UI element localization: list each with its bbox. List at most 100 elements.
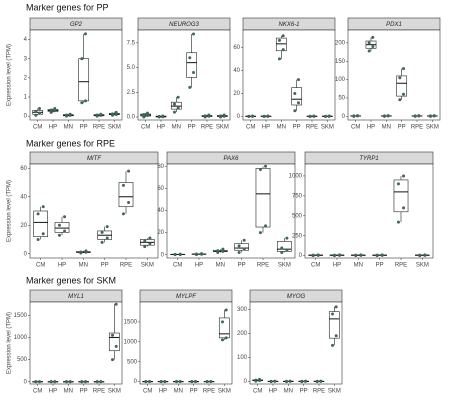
x-tick-label: PP (188, 125, 196, 131)
x-tick-label: SKM (321, 125, 334, 131)
data-point (258, 377, 262, 381)
panel-title: MITF (87, 156, 101, 162)
data-point (402, 206, 406, 210)
data-point (38, 111, 42, 115)
data-point (284, 379, 288, 383)
data-point (68, 380, 72, 384)
data-point (417, 114, 421, 118)
data-point (300, 379, 304, 383)
data-point (242, 247, 246, 251)
y-tick-label: 100 (335, 77, 346, 83)
y-tick-label: 50 (338, 96, 345, 102)
box (291, 87, 303, 106)
x-tick-label: CM (173, 263, 182, 269)
data-point (418, 253, 422, 257)
x-tick-label: CM (33, 389, 42, 395)
data-point (334, 334, 338, 338)
panel-title: GP2 (70, 22, 83, 28)
data-point (36, 237, 40, 241)
y-axis-label: Expression level (TPM) (7, 180, 13, 242)
panel-title: PAX6 (224, 156, 240, 162)
y-tick-label: 500 (17, 357, 28, 363)
data-point (327, 114, 331, 118)
y-tick-label: 300 (237, 307, 248, 313)
data-point (352, 114, 356, 118)
data-point (53, 380, 57, 384)
data-point (143, 245, 147, 249)
data-point (386, 114, 390, 118)
box (218, 317, 230, 339)
panel-frame (347, 29, 441, 121)
data-point (173, 252, 177, 256)
data-point (36, 212, 40, 216)
data-point (207, 113, 211, 117)
data-point (354, 253, 358, 257)
y-tick-label: 2 (24, 75, 28, 81)
data-point (63, 215, 67, 219)
data-point (224, 308, 228, 312)
data-point (398, 98, 402, 102)
data-point (80, 380, 84, 384)
x-tick-label: PP (300, 389, 308, 395)
x-tick-label: PP (190, 389, 198, 395)
data-point (251, 114, 255, 118)
data-point (396, 220, 400, 224)
y-tick-label: 750 (292, 193, 303, 199)
x-tick-label: MN (382, 125, 391, 131)
y-tick-label: 0 (244, 379, 248, 385)
data-point (114, 302, 118, 306)
data-point (334, 305, 338, 309)
data-point (194, 379, 198, 383)
data-point (114, 112, 118, 116)
data-point (297, 78, 301, 82)
data-point (242, 238, 246, 242)
box (186, 52, 198, 78)
data-point (57, 233, 61, 237)
data-point (84, 32, 88, 36)
x-tick-label: RPE (411, 125, 423, 131)
data-point (161, 114, 165, 118)
data-point (105, 236, 109, 240)
data-point (380, 253, 384, 257)
y-tick-label: 0 (342, 114, 346, 120)
panel-title: NEUROG3 (169, 22, 199, 28)
y-tick-label: 200 (335, 40, 346, 46)
x-tick-label: SKM (416, 263, 429, 269)
data-point (172, 110, 176, 114)
data-point (114, 110, 118, 114)
data-point (398, 76, 402, 80)
data-point (143, 239, 147, 243)
x-tick-label: PP (293, 125, 301, 131)
data-point (176, 95, 180, 99)
data-point (423, 253, 427, 257)
panel-frame (29, 301, 123, 385)
y-tick-label: 0 (24, 114, 28, 120)
data-point (110, 112, 114, 116)
data-point (80, 101, 84, 105)
data-point (220, 320, 224, 324)
data-point (315, 379, 319, 383)
data-point (237, 250, 241, 254)
box (396, 75, 408, 97)
data-point (277, 57, 281, 61)
data-point (174, 379, 178, 383)
y-tick-label: 40 (233, 68, 240, 74)
data-point (209, 379, 213, 383)
x-tick-label: SKM (218, 389, 231, 395)
data-point (264, 164, 268, 168)
x-tick-label: MN (284, 389, 293, 395)
data-point (280, 250, 284, 254)
x-tick-label: SKM (328, 389, 341, 395)
data-point (95, 380, 99, 384)
box (33, 210, 49, 237)
x-tick-label: MN (64, 125, 73, 131)
x-tick-label: CM (33, 125, 42, 131)
y-tick-label: 500 (127, 359, 138, 365)
y-tick-label: 500 (292, 213, 303, 219)
y-tick-label: 5.0 (127, 65, 136, 71)
panel-title: MYL1 (68, 294, 84, 300)
data-point (304, 379, 308, 383)
data-point (99, 380, 103, 384)
data-point (312, 114, 316, 118)
data-point (293, 109, 297, 113)
